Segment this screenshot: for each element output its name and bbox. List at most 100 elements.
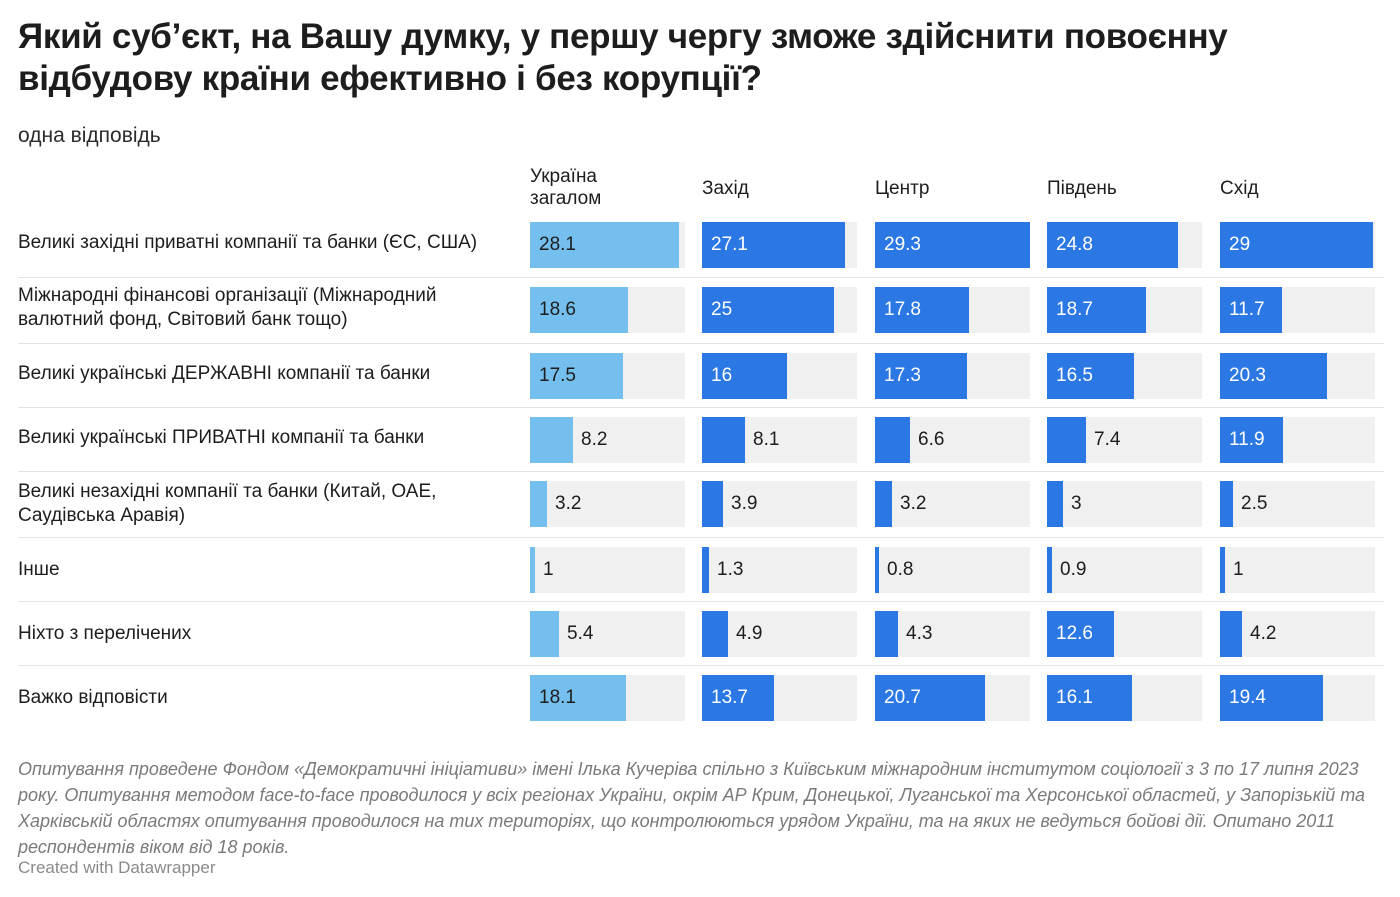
category-label: Великі незахідні компанії та банки (Кита… (18, 481, 437, 526)
chart-title: Який суб’єкт, на Вашу думку, у першу чер… (18, 17, 1228, 98)
data-label: 1 (543, 559, 554, 580)
bar-track: 16.5 (1047, 353, 1202, 399)
bar (875, 675, 985, 721)
bar-track: 29 (1220, 222, 1375, 268)
bar-track: 11.9 (1220, 417, 1375, 463)
chart-subtitle: одна відповідь (18, 124, 161, 147)
data-label: 11.9 (1229, 429, 1265, 450)
bar-track: 13.7 (702, 675, 857, 721)
data-label: 8.1 (753, 429, 780, 450)
bar (702, 353, 787, 399)
bar (530, 481, 547, 527)
bar (702, 481, 723, 527)
bar (1047, 222, 1178, 268)
row-separator (18, 601, 1384, 602)
category-label: Міжнародні фінансові організації (Міжнар… (18, 285, 437, 330)
bar (530, 353, 623, 399)
row-separator (18, 407, 1384, 408)
bar-track: 17.3 (875, 353, 1030, 399)
chart-notes: Опитування проведене Фондом «Демократичн… (18, 759, 1366, 857)
bar (875, 287, 969, 333)
bar-track: 8.1 (702, 417, 857, 463)
bar-track: 11.7 (1220, 287, 1375, 333)
data-label: 20.3 (1229, 365, 1266, 386)
bar-track: 0.8 (875, 547, 1030, 593)
row-separator (18, 277, 1384, 278)
row-separator (18, 537, 1384, 538)
column-header: Схід (1220, 178, 1259, 199)
bar-track: 1 (1220, 547, 1375, 593)
bar-track: 17.8 (875, 287, 1030, 333)
bar (530, 222, 679, 268)
data-label: 18.1 (539, 687, 576, 708)
column-header: Південь (1047, 178, 1117, 199)
bar (1047, 353, 1134, 399)
bar (875, 481, 892, 527)
bar-track: 12.6 (1047, 611, 1202, 657)
bar (875, 611, 898, 657)
category-label: Великі західні приватні компанії та банк… (18, 232, 478, 253)
bar (530, 287, 628, 333)
row-separator (18, 665, 1384, 666)
category-label: Ніхто з перелічених (18, 623, 192, 644)
data-label: 28.1 (539, 234, 576, 255)
data-label: 3.2 (900, 493, 927, 514)
data-label: 17.3 (884, 365, 921, 386)
bar (702, 547, 709, 593)
category-label: Важко відповісти (18, 687, 168, 708)
category-label: Великі українські ДЕРЖАВНІ компанії та б… (18, 363, 431, 384)
column-header: Захід (702, 178, 749, 199)
datawrapper-credit[interactable]: Created with Datawrapper (18, 858, 216, 877)
bar-track: 24.8 (1047, 222, 1202, 268)
bar (1047, 287, 1146, 333)
bar-track: 28.1 (530, 222, 685, 268)
bar-track: 4.2 (1220, 611, 1375, 657)
data-label: 7.4 (1094, 429, 1121, 450)
data-label: 20.7 (884, 687, 921, 708)
bar-track: 27.1 (702, 222, 857, 268)
data-label: 0.8 (887, 559, 914, 580)
bar-track: 3.9 (702, 481, 857, 527)
data-label: 18.6 (539, 299, 576, 320)
row-separator (18, 471, 1384, 472)
bar-track: 5.4 (530, 611, 685, 657)
data-label: 16.1 (1056, 687, 1093, 708)
category-label: Інше (18, 559, 60, 580)
bar (1220, 481, 1233, 527)
bar (702, 222, 845, 268)
bar-track: 18.7 (1047, 287, 1202, 333)
row-separator (18, 343, 1384, 344)
data-label: 0.9 (1060, 559, 1087, 580)
bar (875, 417, 910, 463)
data-label: 8.2 (581, 429, 608, 450)
bar-track: 0.9 (1047, 547, 1202, 593)
data-label: 27.1 (711, 234, 748, 255)
bar (530, 417, 573, 463)
bar (702, 611, 728, 657)
bar-track: 18.1 (530, 675, 685, 721)
data-label: 6.6 (918, 429, 945, 450)
data-label: 12.6 (1056, 623, 1093, 644)
data-label: 1 (1233, 559, 1244, 580)
bar (530, 675, 626, 721)
bar (1220, 611, 1242, 657)
data-label: 29.3 (884, 234, 921, 255)
bar (1220, 222, 1373, 268)
bar (1047, 547, 1052, 593)
bar (1047, 481, 1063, 527)
bar-track: 16 (702, 353, 857, 399)
category-label: Великі українські ПРИВАТНІ компанії та б… (18, 427, 425, 448)
bar (1047, 417, 1086, 463)
bar-track: 3.2 (875, 481, 1030, 527)
bar-track: 20.3 (1220, 353, 1375, 399)
data-label: 16 (711, 365, 733, 386)
data-label: 4.3 (906, 623, 933, 644)
data-label: 3 (1071, 493, 1082, 514)
bar-track: 18.6 (530, 287, 685, 333)
bar (1220, 353, 1327, 399)
bar-track: 29.3 (875, 222, 1030, 268)
bar (1047, 675, 1132, 721)
bar (1220, 287, 1282, 333)
column-header: Україна загалом (530, 166, 602, 209)
bar-track: 4.9 (702, 611, 857, 657)
